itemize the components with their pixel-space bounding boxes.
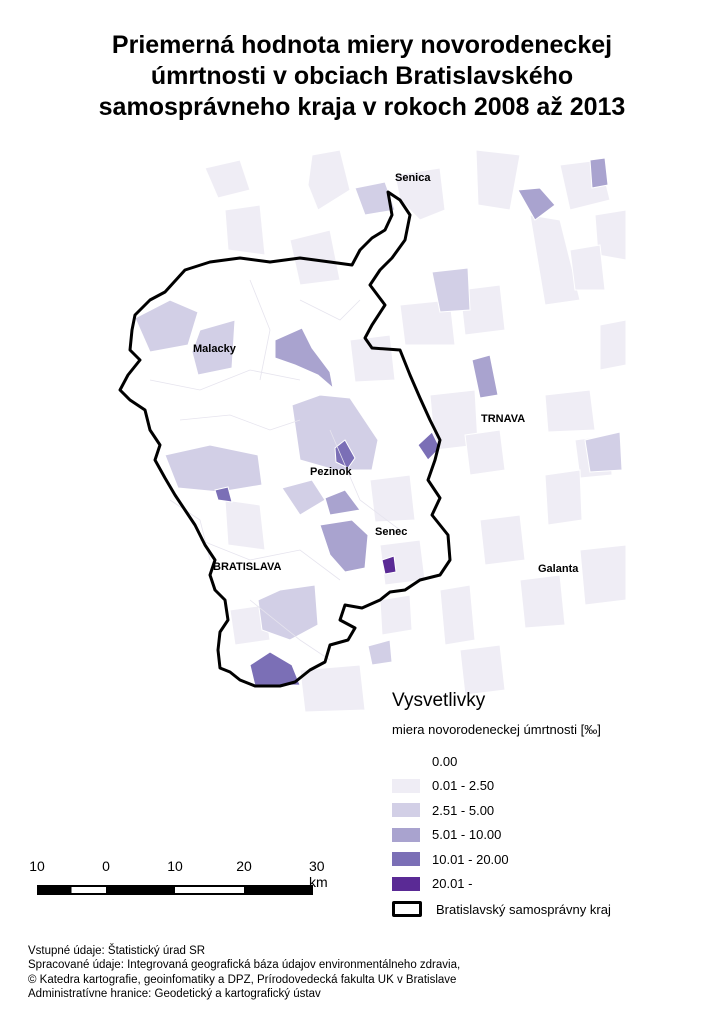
label-galanta: Galanta bbox=[538, 563, 579, 575]
credits-line-4: Administratívne hranice: Geodetický a ka… bbox=[28, 988, 321, 1001]
credits: Vstupné údaje: Štatistický úrad SR Sprac… bbox=[28, 944, 460, 1002]
title-line-1: Priemerná hodnota miery novorodeneckej bbox=[111, 31, 613, 59]
legend-swatch bbox=[392, 827, 420, 842]
label-senica: Senica bbox=[395, 172, 431, 184]
legend-boundary-label: Bratislavský samosprávny kraj bbox=[436, 901, 611, 917]
scale-label-2: 10 bbox=[167, 858, 183, 874]
label-pezinok: Pezinok bbox=[310, 466, 352, 478]
legend: Vysvetlivky miera novorodeneckej úmrtnos… bbox=[392, 690, 702, 922]
legend-swatch bbox=[392, 876, 420, 891]
legend-class-label: 10.01 - 20.00 bbox=[432, 851, 509, 867]
scale-label-0: 10 bbox=[29, 858, 45, 874]
region-boundary bbox=[118, 190, 452, 688]
legend-boundary-row: Bratislavský samosprávny kraj bbox=[392, 897, 702, 922]
municipalities-low bbox=[204, 149, 627, 713]
scale-bar bbox=[37, 885, 313, 895]
municipalities-mid bbox=[134, 181, 623, 666]
boundary-swatch bbox=[392, 901, 422, 918]
legend-class-row: 2.51 - 5.00 bbox=[392, 798, 702, 823]
legend-title: Vysvetlivky bbox=[392, 690, 486, 711]
legend-class-label: 20.01 - bbox=[432, 876, 473, 892]
legend-class-row: 0.00 bbox=[392, 749, 702, 774]
credits-line-1: Vstupné údaje: Štatistický úrad SR bbox=[28, 945, 206, 957]
scale-labels: 10 0 10 20 30 km bbox=[0, 858, 360, 890]
municipalities-high bbox=[274, 157, 609, 573]
legend-swatch bbox=[392, 754, 420, 769]
title-line-2: úmrtnosti v obciach Bratislavského bbox=[150, 62, 574, 90]
label-trnava: TRNAVA bbox=[481, 413, 525, 425]
label-bratislava: BRATISLAVA bbox=[213, 561, 281, 573]
municipalities-max bbox=[381, 555, 397, 575]
legend-swatch bbox=[392, 803, 420, 818]
legend-subtitle: miera novorodeneckej úmrtnosti [‰] bbox=[392, 722, 601, 737]
legend-class-row: 20.01 - bbox=[392, 872, 702, 897]
label-malacky: Malacky bbox=[193, 343, 237, 355]
title-line-3: samosprávneho kraja v rokoch 2008 až 201… bbox=[98, 93, 626, 121]
legend-class-label: 2.51 - 5.00 bbox=[432, 802, 495, 818]
legend-swatch bbox=[392, 852, 420, 867]
legend-swatch bbox=[392, 778, 420, 793]
scale-label-3: 20 bbox=[236, 858, 252, 874]
legend-class-label: 5.01 - 10.00 bbox=[432, 827, 502, 843]
scale-label-4: 30 km bbox=[309, 858, 328, 890]
legend-class-label: 0.01 - 2.50 bbox=[432, 778, 495, 794]
credits-line-3: © Katedra kartografie, geoinfomatiky a D… bbox=[28, 973, 457, 986]
legend-classes: 0.00 0.01 - 2.50 2.51 - 5.00 5.01 - 10.00 10… bbox=[392, 749, 702, 896]
legend-class-row: 10.01 - 20.00 bbox=[392, 847, 702, 872]
scale-label-1: 0 bbox=[102, 858, 110, 874]
legend-class-label: 0.00 bbox=[432, 753, 458, 769]
legend-class-row: 0.01 - 2.50 bbox=[392, 774, 702, 799]
map-title: Priemerná hodnota miery novorodeneckej ú… bbox=[40, 30, 684, 123]
municipalities-very-high bbox=[214, 431, 441, 687]
label-senec: Senec bbox=[375, 526, 407, 538]
municipal-boundaries bbox=[149, 279, 401, 661]
legend-class-row: 5.01 - 10.00 bbox=[392, 823, 702, 848]
credits-line-2: Spracované údaje: Integrovaná geografick… bbox=[28, 959, 461, 972]
